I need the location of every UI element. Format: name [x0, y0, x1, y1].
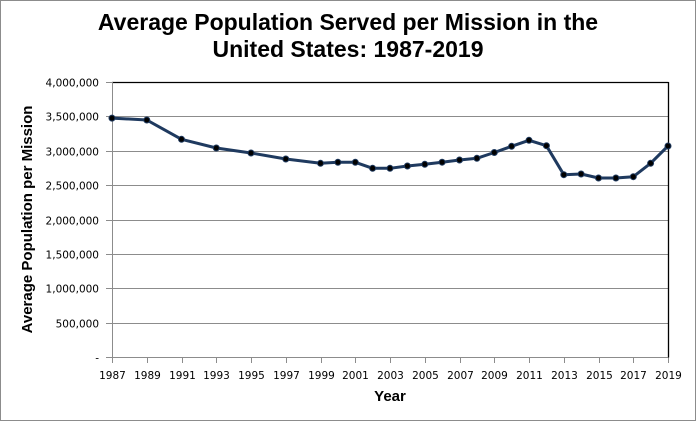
data-point [386, 164, 394, 172]
data-point [647, 159, 655, 167]
x-axis-ticks: 1987 1989 1991 1993 1995 1997 1999 2001 2003 2005… [99, 357, 682, 382]
data-point [247, 149, 255, 157]
y-tick-label: 2,500,000 [46, 181, 99, 193]
x-tick-label: 1993 [203, 370, 230, 382]
data-point [421, 160, 429, 168]
x-axis-title: Year [374, 388, 406, 405]
y-tick-label: 2,000,000 [46, 216, 99, 228]
chart-title-line-1: Average Population Served per Mission in… [97, 9, 599, 35]
data-point [508, 142, 516, 150]
data-point [212, 144, 220, 152]
y-axis-title: Average Population per Mission [19, 106, 36, 334]
x-tick-label: 2017 [620, 370, 647, 382]
x-tick-label: 2011 [516, 370, 543, 382]
series-layer [108, 114, 672, 182]
data-point [560, 171, 568, 179]
data-point [369, 164, 377, 172]
data-point [438, 158, 446, 166]
data-point [456, 156, 463, 164]
x-tick-label: 2015 [586, 370, 613, 382]
data-point [282, 155, 290, 163]
x-tick-label: 2005 [412, 370, 439, 382]
y-tick-label: 4,000,000 [46, 78, 99, 90]
gridlines [112, 116, 668, 324]
x-tick-label: 1987 [99, 370, 126, 382]
data-point [143, 116, 151, 124]
data-point [351, 158, 359, 166]
data-point [334, 158, 342, 166]
chart-title-line-2: United States: 1987-2019 [212, 36, 484, 62]
axes [106, 81, 670, 363]
y-tick-label: 1,500,000 [46, 250, 99, 262]
x-tick-label: 1999 [308, 370, 335, 382]
x-tick-label: 1991 [169, 370, 196, 382]
data-point [317, 159, 324, 167]
y-tick-label: - [95, 353, 99, 365]
y-tick-label: 3,000,000 [46, 147, 99, 159]
data-point [664, 142, 672, 150]
x-tick-label: 2003 [377, 370, 404, 382]
x-tick-label: 2019 [655, 370, 682, 382]
data-point [595, 174, 602, 182]
data-point [490, 149, 498, 156]
y-tick-label: 500,000 [56, 319, 99, 331]
x-tick-label: 1995 [238, 370, 265, 382]
x-tick-label: 2009 [481, 370, 508, 382]
data-point [629, 173, 637, 181]
y-axis-ticks: - 500,000 1,000,000 1,500,000 2,000,000 2,500… [46, 78, 112, 365]
data-point [577, 170, 585, 178]
x-tick-label: 1997 [273, 370, 300, 382]
x-tick-label: 1989 [134, 370, 161, 382]
data-point [403, 162, 411, 170]
chart-title: Average Population Served per Mission in… [0, 9, 696, 63]
data-point [525, 136, 533, 144]
y-tick-label: 1,000,000 [46, 284, 99, 296]
x-tick-label: 2013 [551, 370, 578, 382]
data-point [473, 154, 481, 162]
data-point [612, 174, 620, 182]
data-point [542, 142, 550, 150]
y-tick-label: 3,500,000 [46, 112, 99, 124]
data-point [178, 135, 185, 143]
x-tick-label: 2007 [447, 370, 474, 382]
x-tick-label: 2001 [342, 370, 369, 382]
data-point [108, 114, 116, 122]
